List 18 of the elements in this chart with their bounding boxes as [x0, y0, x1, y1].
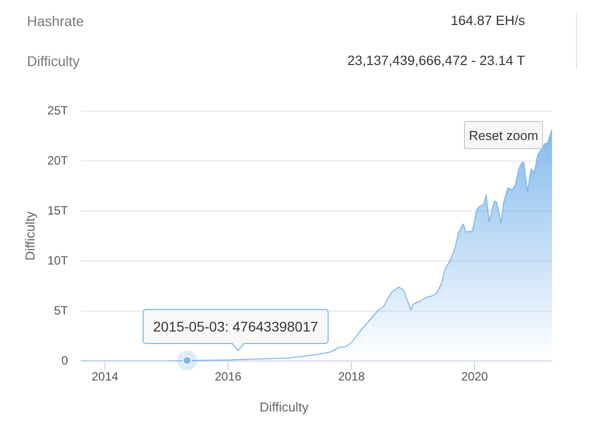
- text: 164.87 EH/s: [450, 12, 525, 30]
- y-tick-label: 15T: [47, 203, 69, 218]
- x-tick-label: 2016: [214, 370, 242, 384]
- text: Difficulty: [27, 52, 80, 70]
- x-tick-label: 2020: [461, 370, 488, 384]
- x-axis-title: Difficulty: [260, 400, 309, 415]
- text: Hashrate: [27, 12, 84, 30]
- y-axis-title: Difficulty: [22, 211, 38, 260]
- y-tick-label: 20T: [47, 153, 69, 168]
- y-tick-label: 25T: [47, 103, 69, 118]
- y-tick-label: 10T: [47, 253, 69, 268]
- y-tick-label: 0: [61, 353, 68, 368]
- text: 23,137,439,666,472 - 23.14 T: [347, 52, 525, 70]
- annotation: 2015-05-03: 47643398017: [153, 318, 318, 334]
- x-tick-label: 2014: [92, 370, 119, 384]
- x-tick-label: 2018: [338, 370, 366, 384]
- reset-zoom-button: Reset zoom: [464, 121, 543, 149]
- y-tick-label: 5T: [54, 303, 69, 318]
